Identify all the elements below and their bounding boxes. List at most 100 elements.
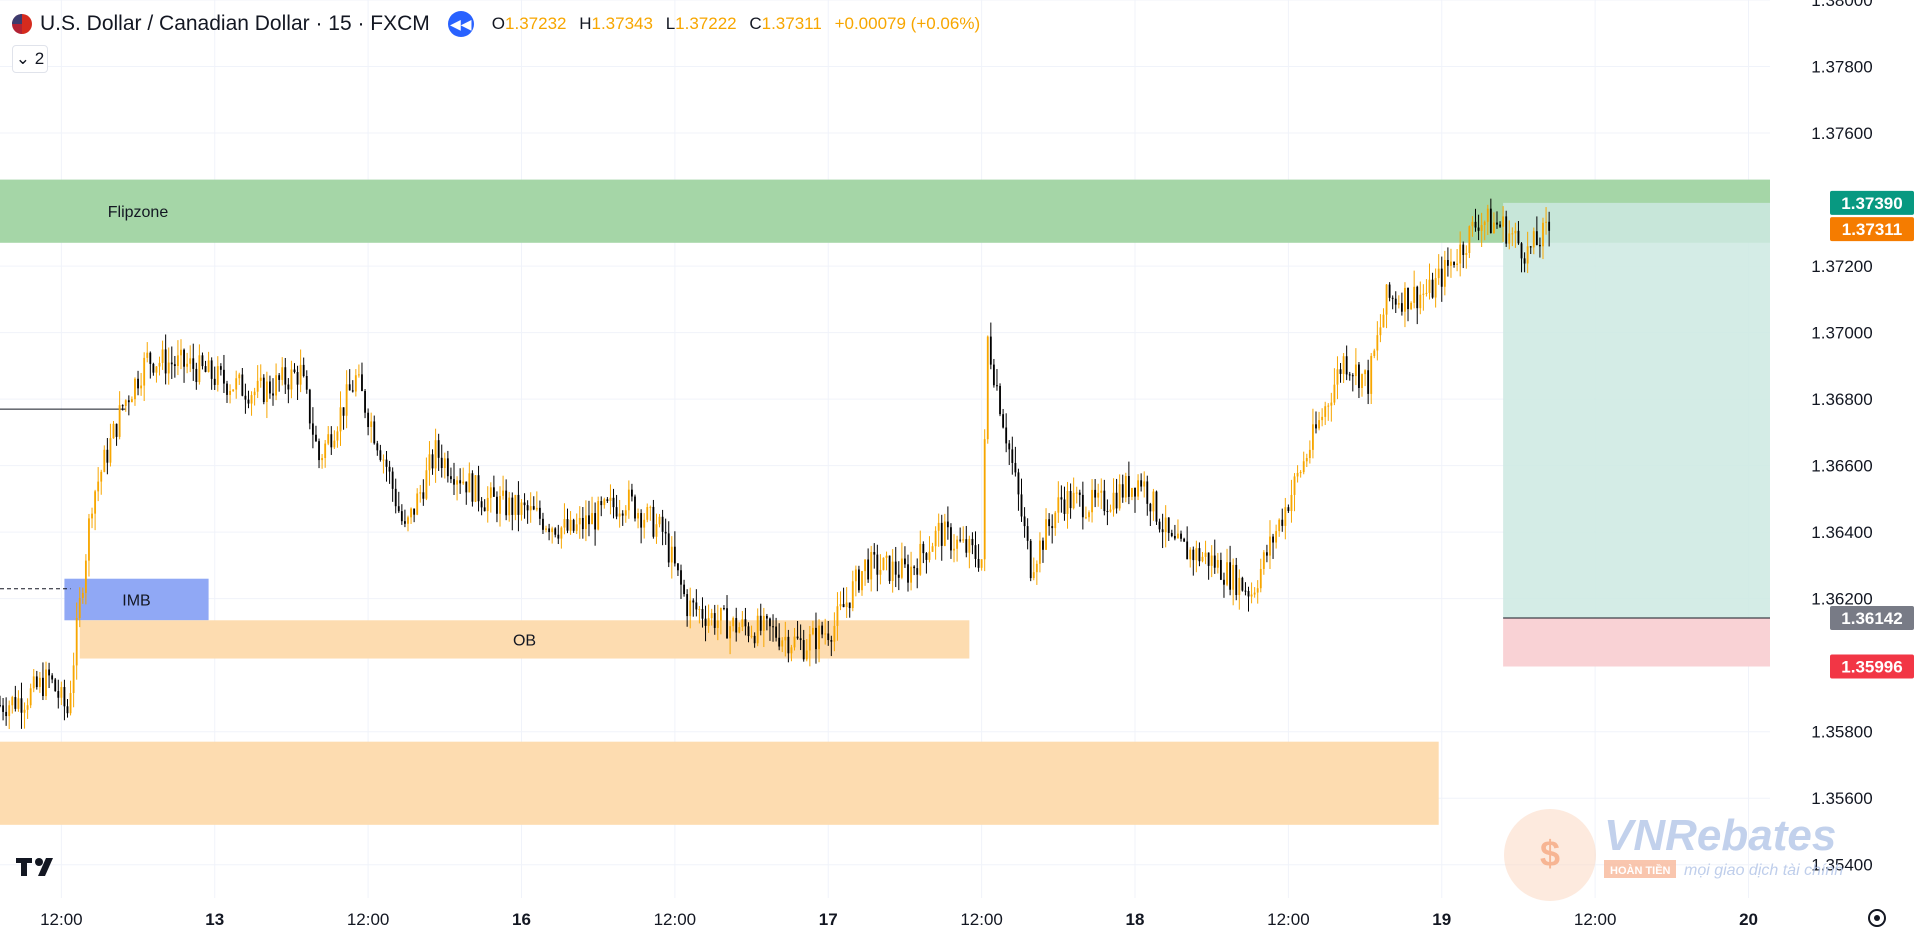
candle-body-94 <box>287 384 290 390</box>
candle-464 <box>1422 284 1425 311</box>
candle-378 <box>1158 518 1161 533</box>
candle-body-62 <box>189 358 192 364</box>
candle-body-113 <box>345 384 348 416</box>
candle-338 <box>1035 560 1038 585</box>
candle-284 <box>870 545 873 592</box>
candle-body-426 <box>1305 458 1308 462</box>
candle-455 <box>1394 291 1397 314</box>
candle-body-92 <box>281 367 284 380</box>
candle-body-15 <box>45 669 47 697</box>
candle-body-25 <box>75 617 78 666</box>
candle-body-116 <box>354 375 357 392</box>
candle-229 <box>701 597 704 628</box>
candle-305 <box>934 526 937 560</box>
candle-354 <box>1085 506 1087 520</box>
candle-body-335 <box>1026 526 1029 541</box>
candle-162 <box>496 491 498 523</box>
candle-36 <box>109 423 112 467</box>
candle-body-279 <box>854 569 857 582</box>
candle-283 <box>867 548 870 583</box>
candle-459 <box>1407 287 1409 322</box>
candle-89 <box>272 378 274 406</box>
candle-466 <box>1428 263 1431 300</box>
candle-body-451 <box>1382 314 1385 328</box>
candle-473 <box>1450 248 1452 278</box>
symbol-title[interactable]: U.S. Dollar / Canadian Dollar · 15 · FXC… <box>40 12 430 35</box>
candle-body-363 <box>1112 492 1115 510</box>
watermark-slogan: mọi giao dịch tài chính <box>1684 862 1843 879</box>
candle-198 <box>606 497 609 503</box>
candle-body-215 <box>658 516 661 525</box>
candle-body-210 <box>643 519 646 528</box>
candle-body-403 <box>1235 564 1238 596</box>
candle-441 <box>1351 373 1354 392</box>
candle-407 <box>1247 586 1250 612</box>
candle-body-142 <box>434 440 437 469</box>
candle-body-381 <box>1167 517 1170 533</box>
candle-body-163 <box>499 495 501 514</box>
time-axis[interactable]: 12:00 13 12:00 16 12:00 17 12:00 18 12:00 19 12:00… <box>40 910 1758 929</box>
candle-body-234 <box>716 620 719 628</box>
candle-125 <box>382 454 385 474</box>
candle-body-28 <box>84 560 87 593</box>
candle-body-33 <box>100 471 103 482</box>
candle-body-253 <box>775 626 778 638</box>
candle-396 <box>1213 539 1216 574</box>
candle-302 <box>925 552 928 574</box>
candle-body-172 <box>526 505 529 511</box>
candle-281 <box>861 570 863 596</box>
price-axis[interactable]: 1.38000 1.37800 1.37600 1.37200 1.37000 1.368… <box>1770 0 1919 898</box>
candle-66 <box>201 352 204 370</box>
candle-138 <box>422 479 425 506</box>
candle-body-428 <box>1312 424 1314 450</box>
candle-56 <box>170 346 173 379</box>
candle-244 <box>747 622 750 643</box>
candle-107 <box>327 426 330 446</box>
candle-57 <box>173 355 176 378</box>
candle-132 <box>404 509 406 528</box>
candle-body-156 <box>477 475 480 502</box>
candle-159 <box>486 486 489 523</box>
candle-body-96 <box>293 369 296 373</box>
svg-text:$: $ <box>1540 833 1560 874</box>
watermark-brand: VNRebates <box>1604 811 1836 860</box>
replay-icon[interactable]: ◀◀ <box>447 11 474 37</box>
candle-19 <box>57 679 60 709</box>
settings-icon[interactable] <box>1868 909 1886 927</box>
candle-body-449 <box>1376 335 1379 351</box>
candle-435 <box>1333 368 1336 406</box>
indicators-collapse-button[interactable]: ⌄ 2 <box>12 45 48 73</box>
candle-body-255 <box>781 640 784 647</box>
candle-body-20 <box>60 687 63 698</box>
candle-body-329 <box>1008 443 1011 450</box>
candle-26 <box>78 587 81 628</box>
tradingview-logo-icon[interactable] <box>16 858 53 876</box>
candle-42 <box>127 395 130 416</box>
candle-70 <box>213 366 216 391</box>
candle-103 <box>315 425 317 443</box>
candle-body-498 <box>1526 246 1529 264</box>
candle-406 <box>1244 582 1247 596</box>
candle-body-137 <box>419 492 422 494</box>
candle-body-316 <box>968 538 971 553</box>
open-label: O <box>491 14 506 33</box>
candle-body-319 <box>977 558 980 568</box>
candle-10 <box>29 683 32 709</box>
candle-208 <box>637 508 639 529</box>
candle-172 <box>526 500 529 524</box>
candle-body-220 <box>673 546 676 564</box>
candle-340 <box>1042 537 1044 563</box>
candle-195 <box>597 496 600 531</box>
candle-260 <box>796 620 799 640</box>
candle-body-202 <box>618 513 621 517</box>
candle-160 <box>489 482 492 513</box>
close-label: C <box>749 14 762 33</box>
low-value: 1.37222 <box>675 14 737 33</box>
candle-409 <box>1253 587 1256 598</box>
candle-body-310 <box>950 527 952 551</box>
candle-body-57 <box>173 364 176 367</box>
candle-232 <box>710 608 713 626</box>
candle-body-283 <box>867 559 870 580</box>
candle-body-228 <box>698 609 701 611</box>
